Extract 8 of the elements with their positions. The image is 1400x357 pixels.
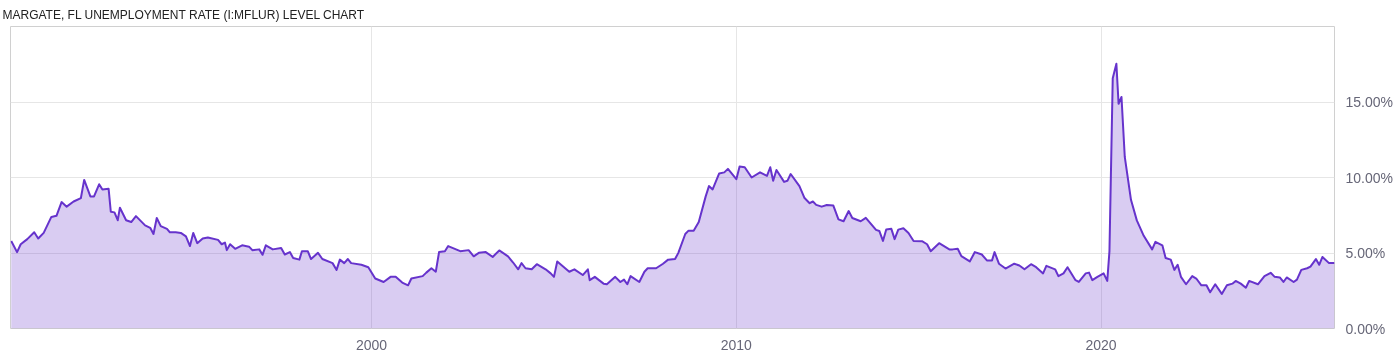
- x-tick-label: 2010: [720, 336, 753, 353]
- y-tick-label: 0.00%: [1345, 320, 1386, 337]
- y-tick-label: 10.00%: [1345, 169, 1393, 186]
- x-tick-label: 2020: [1085, 336, 1117, 353]
- y-tick-label: 5.00%: [1345, 245, 1386, 261]
- chart-title: MARGATE, FL UNEMPLOYMENT RATE (I:MFLUR) LEVEL CHART: [2, 7, 365, 22]
- y-tick-label: 15.00%: [1345, 94, 1393, 110]
- x-tick-label: 2000: [356, 336, 388, 353]
